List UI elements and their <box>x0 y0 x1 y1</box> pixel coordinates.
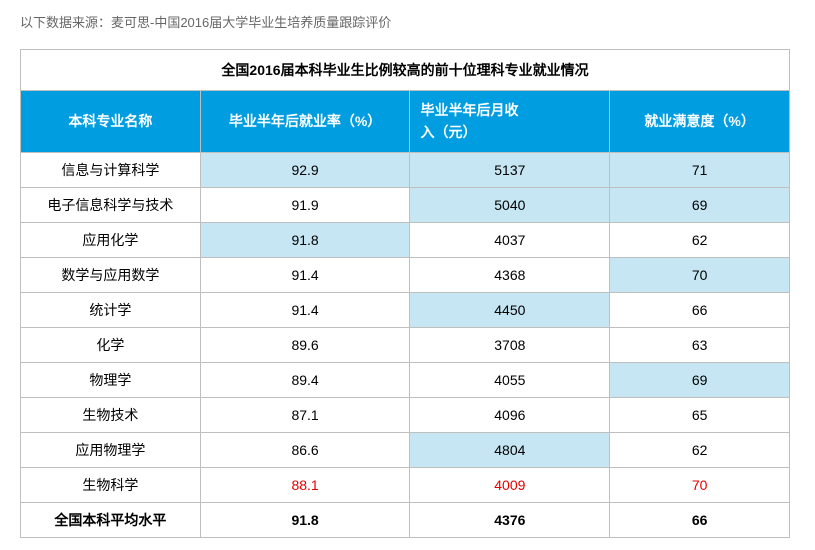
table-cell: 4096 <box>410 397 610 432</box>
table-cell: 91.9 <box>200 187 410 222</box>
table-cell: 数学与应用数学 <box>21 257 201 292</box>
table-cell: 生物技术 <box>21 397 201 432</box>
table-cell: 4055 <box>410 362 610 397</box>
table-row: 生物科学88.1400970 <box>21 467 790 502</box>
table-cell: 69 <box>610 187 790 222</box>
table-row: 生物技术87.1409665 <box>21 397 790 432</box>
column-header-income: 毕业半年后月收 入（元） <box>410 91 610 153</box>
table-cell: 91.8 <box>200 502 410 537</box>
table-row: 电子信息科学与技术91.9504069 <box>21 187 790 222</box>
table-row: 统计学91.4445066 <box>21 292 790 327</box>
table-cell: 4368 <box>410 257 610 292</box>
table-cell: 62 <box>610 222 790 257</box>
table-cell: 生物科学 <box>21 467 201 502</box>
table-title: 全国2016届本科毕业生比例较高的前十位理科专业就业情况 <box>21 50 790 91</box>
table-cell: 全国本科平均水平 <box>21 502 201 537</box>
table-row: 应用化学91.8403762 <box>21 222 790 257</box>
column-header-income-line2: 入（元） <box>420 124 476 140</box>
table-title-row: 全国2016届本科毕业生比例较高的前十位理科专业就业情况 <box>21 50 790 91</box>
table-cell: 86.6 <box>200 432 410 467</box>
table-cell: 物理学 <box>21 362 201 397</box>
table-cell: 89.6 <box>200 327 410 362</box>
table-cell: 4037 <box>410 222 610 257</box>
table-cell: 92.9 <box>200 152 410 187</box>
table-row: 化学89.6370863 <box>21 327 790 362</box>
table-cell: 信息与计算科学 <box>21 152 201 187</box>
table-cell: 89.4 <box>200 362 410 397</box>
table-cell: 化学 <box>21 327 201 362</box>
table-row: 物理学89.4405569 <box>21 362 790 397</box>
table-average-row: 全国本科平均水平91.8437666 <box>21 502 790 537</box>
table-cell: 88.1 <box>200 467 410 502</box>
column-header-satisfaction: 就业满意度（%） <box>610 91 790 153</box>
table-cell: 电子信息科学与技术 <box>21 187 201 222</box>
table-cell: 4450 <box>410 292 610 327</box>
column-header-employment-rate: 毕业半年后就业率（%） <box>200 91 410 153</box>
table-cell: 71 <box>610 152 790 187</box>
table-cell: 5137 <box>410 152 610 187</box>
table-body: 信息与计算科学92.9513771电子信息科学与技术91.9504069应用化学… <box>21 152 790 537</box>
table-row: 应用物理学86.6480462 <box>21 432 790 467</box>
column-header-major: 本科专业名称 <box>21 91 201 153</box>
table-row: 信息与计算科学92.9513771 <box>21 152 790 187</box>
table-cell: 91.8 <box>200 222 410 257</box>
data-source-text: 以下数据来源：麦可思-中国2016届大学毕业生培养质量跟踪评价 <box>20 12 795 31</box>
table-cell: 4376 <box>410 502 610 537</box>
table-cell: 4009 <box>410 467 610 502</box>
column-header-income-line1: 毕业半年后月收 <box>420 102 518 118</box>
table-cell: 5040 <box>410 187 610 222</box>
table-header-row: 本科专业名称 毕业半年后就业率（%） 毕业半年后月收 入（元） 就业满意度（%） <box>21 91 790 153</box>
table-cell: 91.4 <box>200 292 410 327</box>
table-cell: 69 <box>610 362 790 397</box>
employment-table: 全国2016届本科毕业生比例较高的前十位理科专业就业情况 本科专业名称 毕业半年… <box>20 49 790 538</box>
table-cell: 统计学 <box>21 292 201 327</box>
table-row: 数学与应用数学91.4436870 <box>21 257 790 292</box>
table-cell: 66 <box>610 292 790 327</box>
table-cell: 70 <box>610 467 790 502</box>
table-cell: 应用物理学 <box>21 432 201 467</box>
table-cell: 62 <box>610 432 790 467</box>
table-cell: 3708 <box>410 327 610 362</box>
table-cell: 70 <box>610 257 790 292</box>
table-cell: 87.1 <box>200 397 410 432</box>
table-cell: 4804 <box>410 432 610 467</box>
table-cell: 66 <box>610 502 790 537</box>
table-cell: 应用化学 <box>21 222 201 257</box>
table-cell: 63 <box>610 327 790 362</box>
table-cell: 91.4 <box>200 257 410 292</box>
table-cell: 65 <box>610 397 790 432</box>
